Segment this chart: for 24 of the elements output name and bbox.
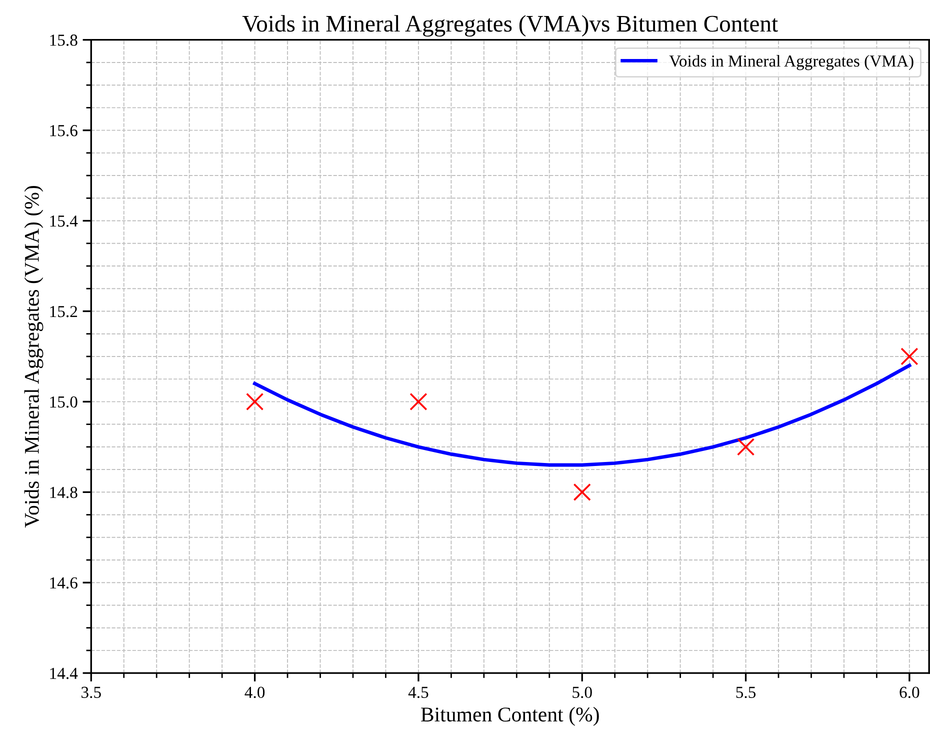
y-tick-label: 15.6 — [50, 125, 78, 136]
chart-title: Voids in Mineral Aggregates (VMA)vs Bitumen Content — [242, 15, 778, 37]
x-tick-label: 5.5 — [736, 686, 756, 698]
y-tick-label: 14.4 — [50, 668, 78, 680]
y-axis-title: Voids in Mineral Aggregates (VMA) (%) — [24, 186, 44, 528]
y-tick-label: 15.0 — [50, 396, 78, 408]
x-tick-label: 4.5 — [408, 686, 428, 698]
y-tick-label: 14.6 — [50, 577, 78, 589]
x-tick-label: 6.0 — [900, 686, 920, 698]
line-series — [253, 364, 912, 467]
point — [573, 483, 591, 501]
x-axis-title: Bitumen Content (%) — [421, 706, 599, 726]
x-tick-label: 5.0 — [572, 686, 592, 698]
point — [900, 348, 918, 366]
x-tick-label: 4.0 — [244, 686, 265, 698]
point — [736, 438, 755, 456]
point — [246, 392, 264, 411]
y-tick-label: 15.8 — [50, 34, 78, 46]
legend-label: Voids in Mineral Aggregates (VMA) — [669, 54, 914, 70]
point — [410, 392, 428, 411]
y-tick-label: 15.2 — [50, 306, 78, 318]
y-tick-label: 15.4 — [50, 216, 78, 227]
y-tick-label: 14.8 — [50, 486, 78, 498]
x-tick-label: 3.5 — [82, 686, 101, 698]
